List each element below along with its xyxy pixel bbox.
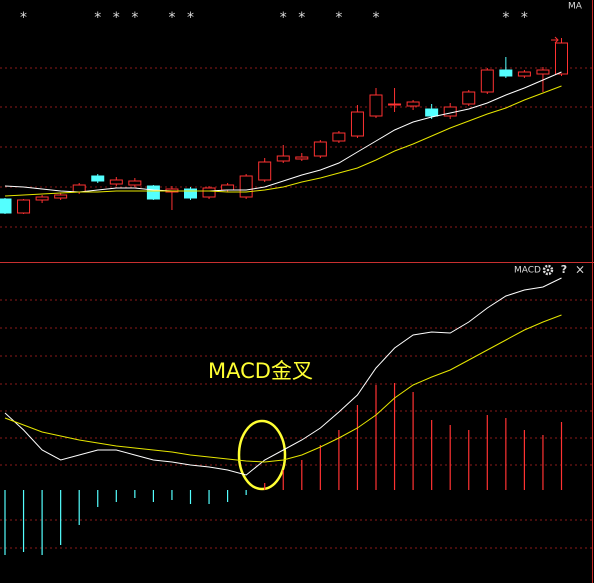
candle-body <box>480 69 494 93</box>
settings-icon[interactable] <box>542 264 554 276</box>
marker: * <box>521 10 528 26</box>
indicator-line <box>4 314 562 463</box>
candle-body <box>221 184 235 191</box>
indicator-line <box>4 277 562 476</box>
highlight-ellipse <box>237 419 287 491</box>
candle-body <box>0 198 12 214</box>
indicator-line <box>4 71 562 193</box>
annotation: MACD金叉 <box>208 359 313 383</box>
marker: * <box>131 10 138 26</box>
candle-body <box>369 94 383 117</box>
candle-body <box>332 132 346 142</box>
indicator-line <box>4 85 562 197</box>
candle-body <box>184 188 197 199</box>
candle-body <box>350 111 364 137</box>
candle-body <box>536 69 550 75</box>
candle-body <box>276 155 290 162</box>
marker: * <box>280 10 287 26</box>
marker: * <box>298 10 305 26</box>
candle-body <box>295 156 309 160</box>
marker: * <box>94 10 101 26</box>
candle-body <box>109 179 123 185</box>
candle-body <box>72 184 86 193</box>
close-button[interactable]: × <box>575 263 585 277</box>
candle-body <box>91 175 105 182</box>
marker: * <box>502 10 509 26</box>
marker: * <box>187 10 194 26</box>
panel-title: MA <box>568 2 583 12</box>
panel-title: MACD <box>514 266 541 276</box>
candle-body <box>462 91 476 105</box>
candle-body <box>443 106 457 117</box>
help-button[interactable]: ? <box>561 263 567 276</box>
candle-body <box>499 69 513 77</box>
candle-body <box>555 42 568 75</box>
candle-body <box>517 71 531 77</box>
candle-body <box>239 175 253 198</box>
candle-body <box>54 194 68 199</box>
candle-body <box>146 185 160 200</box>
candle-body <box>258 161 272 181</box>
candle-body <box>202 187 216 198</box>
candle-body <box>425 108 439 117</box>
grid <box>0 67 592 549</box>
candle-body <box>128 180 142 186</box>
candle-body <box>17 199 31 214</box>
arrow-icon <box>551 36 559 44</box>
candle-body <box>313 141 327 157</box>
candle-body <box>35 196 49 201</box>
marker: * <box>373 10 380 26</box>
marker: * <box>335 10 342 26</box>
candle-body <box>406 101 420 107</box>
marker: * <box>168 10 175 26</box>
marker: * <box>113 10 120 26</box>
candle-body <box>388 103 402 106</box>
marker: * <box>20 10 27 26</box>
